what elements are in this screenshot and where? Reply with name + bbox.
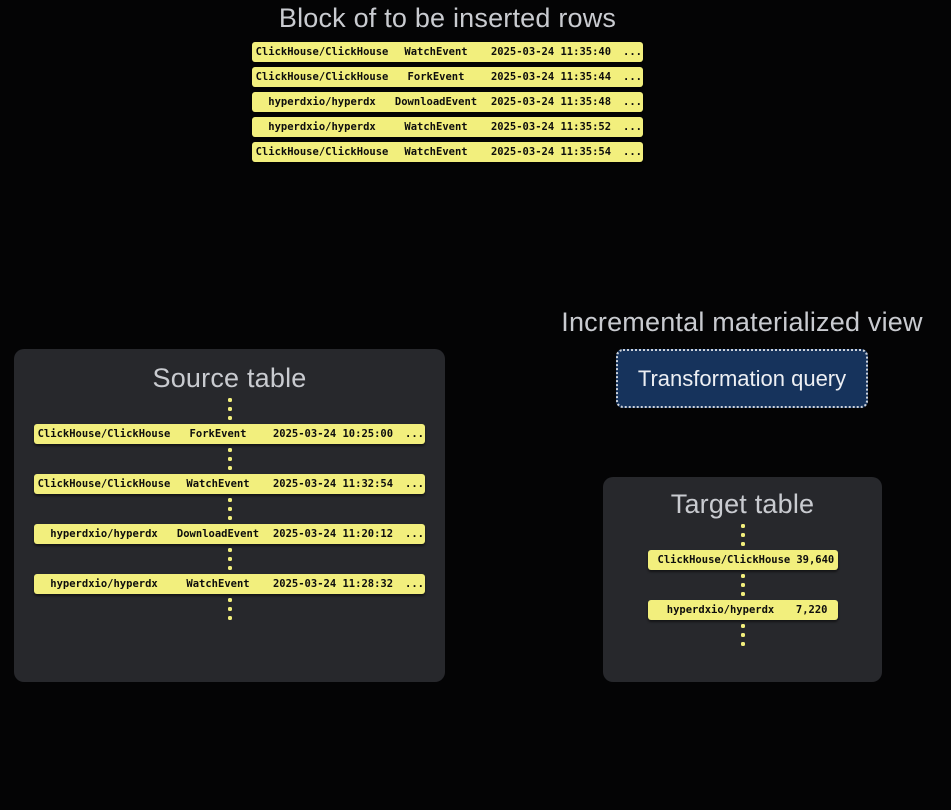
row-repo: ClickHouse/ClickHouse [37,478,171,490]
table-row: ClickHouse/ClickHouse ForkEvent 2025-03-… [252,67,643,87]
ellipsis-dots [227,548,232,570]
row-event: DownloadEvent [176,528,260,540]
row-timestamp: 2025-03-24 11:35:44 [490,71,612,83]
source-table-title: Source table [152,363,307,393]
insert-block-title: Block of to be inserted rows [278,3,617,33]
dot-icon [227,566,232,570]
row-repo: hyperdxio/hyperdx [268,96,376,108]
table-row: hyperdxio/hyperdx WatchEvent 2025-03-24 … [34,574,425,594]
dot-icon [227,516,232,520]
row-timestamp: 2025-03-24 11:32:54 [272,478,394,490]
transformation-query-button[interactable]: Transformation query [616,349,868,408]
ellipsis-dots [740,524,745,546]
row-ellipsis: ... [405,578,424,590]
dot-icon [227,466,232,470]
dot-icon [227,498,232,502]
dot-icon [227,507,232,511]
dot-icon [227,407,232,411]
dot-icon [740,574,745,578]
ellipsis-dots [227,448,232,470]
row-ellipsis: ... [623,146,642,158]
table-row: hyperdxio/hyperdx DownloadEvent 2025-03-… [252,92,643,112]
dot-icon [227,598,232,602]
row-event: WatchEvent [186,478,250,490]
row-ellipsis: ... [623,121,642,133]
row-repo: hyperdxio/hyperdx [268,121,376,133]
dot-icon [740,624,745,628]
insert-block-rows: ClickHouse/ClickHouse WatchEvent 2025-03… [252,42,643,162]
row-timestamp: 2025-03-24 11:35:40 [490,46,612,58]
table-row: ClickHouse/ClickHouse ForkEvent 2025-03-… [34,424,425,444]
dot-icon [227,607,232,611]
row-event: ForkEvent [407,71,465,83]
dot-icon [227,398,232,402]
row-timestamp: 2025-03-24 11:35:54 [490,146,612,158]
row-repo: ClickHouse/ClickHouse [255,146,389,158]
row-event: WatchEvent [186,578,250,590]
ellipsis-dots [227,598,232,620]
table-row: ClickHouse/ClickHouse 39,640 [647,550,838,570]
ellipsis-dots [740,624,745,646]
dot-icon [740,542,745,546]
row-ellipsis: ... [405,428,424,440]
row-timestamp: 2025-03-24 10:25:00 [272,428,394,440]
dot-icon [740,642,745,646]
row-ellipsis: ... [623,71,642,83]
row-event: WatchEvent [404,121,468,133]
row-event: WatchEvent [404,46,468,58]
row-repo: ClickHouse/ClickHouse [37,428,171,440]
row-repo: hyperdxio/hyperdx [666,604,775,616]
row-event: ForkEvent [189,428,247,440]
row-repo: ClickHouse/ClickHouse [255,71,389,83]
source-table-panel: Source table ClickHouse/ClickHouse ForkE… [14,349,445,682]
dot-icon [227,448,232,452]
row-repo: hyperdxio/hyperdx [50,528,158,540]
dot-icon [227,457,232,461]
row-timestamp: 2025-03-24 11:35:48 [490,96,612,108]
row-count: 39,640 [796,554,835,566]
table-row: ClickHouse/ClickHouse WatchEvent 2025-03… [252,142,643,162]
table-row: ClickHouse/ClickHouse WatchEvent 2025-03… [34,474,425,494]
row-timestamp: 2025-03-24 11:28:32 [272,578,394,590]
table-row: hyperdxio/hyperdx WatchEvent 2025-03-24 … [252,117,643,137]
dot-icon [740,533,745,537]
materialized-view-title: Incremental materialized view [561,307,923,337]
table-row: hyperdxio/hyperdx 7,220 [647,600,838,620]
dot-icon [227,548,232,552]
row-event: DownloadEvent [394,96,478,108]
row-repo: ClickHouse/ClickHouse [255,46,389,58]
row-event: WatchEvent [404,146,468,158]
row-ellipsis: ... [623,46,642,58]
dot-icon [227,616,232,620]
ellipsis-dots [227,398,232,420]
table-row: ClickHouse/ClickHouse WatchEvent 2025-03… [252,42,643,62]
row-count: 7,220 [795,604,828,616]
ellipsis-dots [227,498,232,520]
target-table-panel: Target table ClickHouse/ClickHouse 39,64… [603,477,882,682]
dot-icon [227,557,232,561]
row-timestamp: 2025-03-24 11:35:52 [490,121,612,133]
row-timestamp: 2025-03-24 11:20:12 [272,528,394,540]
row-ellipsis: ... [405,478,424,490]
dot-icon [740,583,745,587]
dot-icon [740,633,745,637]
target-table-title: Target table [670,489,815,519]
row-repo: hyperdxio/hyperdx [50,578,158,590]
row-ellipsis: ... [623,96,642,108]
dot-icon [740,524,745,528]
dot-icon [227,416,232,420]
dot-icon [740,592,745,596]
ellipsis-dots [740,574,745,596]
row-ellipsis: ... [405,528,424,540]
row-repo: ClickHouse/ClickHouse [657,554,791,566]
table-row: hyperdxio/hyperdx DownloadEvent 2025-03-… [34,524,425,544]
